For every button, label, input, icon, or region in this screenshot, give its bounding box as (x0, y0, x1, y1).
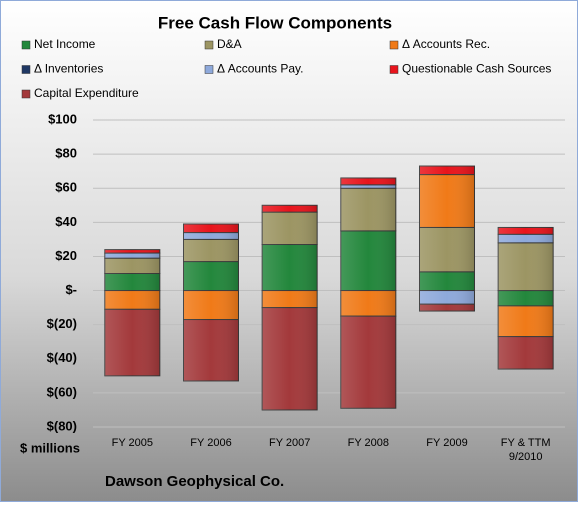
y-tick-label: $(20) (47, 316, 77, 331)
bar-shine (419, 271, 475, 291)
x-tick-label: FY 2007 (269, 437, 310, 449)
bar-shine (183, 232, 239, 240)
x-tick-label: FY 2008 (348, 437, 389, 449)
x-tick-label: FY 2006 (190, 437, 231, 449)
bar-shine (262, 205, 318, 213)
y-tick-label: $80 (55, 146, 77, 161)
bar-shine (498, 242, 554, 291)
legend-swatch (21, 89, 31, 99)
bar-shine (340, 316, 396, 409)
bar-shine (498, 336, 554, 370)
y-tick-label: $100 (48, 111, 77, 126)
bar-shine (498, 305, 554, 337)
bar-shine (498, 234, 554, 243)
bar-shine (104, 290, 160, 310)
legend-swatch (389, 65, 399, 74)
footer: Dawson Geophysical Co. (105, 473, 284, 490)
bar-shine (498, 227, 554, 235)
bar-shine (340, 290, 396, 317)
bar-shine (340, 177, 396, 185)
bar-shine (104, 249, 160, 254)
bar-shine (183, 290, 239, 320)
bar-shine (262, 290, 318, 308)
bar-shine (183, 224, 239, 233)
x-tick-label: FY 2009 (426, 437, 467, 449)
legend-label: Δ Accounts Rec. (402, 37, 490, 51)
legend-label: D&A (217, 37, 242, 51)
y-tick-label: $20 (55, 248, 77, 263)
bar-shine (262, 307, 318, 410)
bar-shine (340, 188, 396, 231)
bar-shine (104, 273, 160, 291)
bar-shine (419, 227, 475, 272)
bar-shine (340, 184, 396, 189)
bar-shine (498, 290, 554, 306)
bar-shine (183, 319, 239, 381)
legend-swatch (389, 40, 399, 50)
legend-label: Δ Accounts Pay. (217, 62, 304, 76)
legend-swatch (21, 65, 31, 74)
bar-shine (262, 212, 318, 245)
y-tick-label: $40 (55, 214, 77, 229)
chart-title: Free Cash Flow Components (158, 13, 392, 32)
x-tick-label: FY 2005 (112, 437, 153, 449)
legend-label: Capital Expenditure (34, 86, 139, 100)
bar-shine (419, 166, 475, 175)
legend-label: Δ Inventories (34, 62, 103, 76)
bar-shine (104, 258, 160, 274)
bar-shine (183, 239, 239, 262)
legend-label: Net Income (34, 37, 96, 51)
legend-swatch (21, 40, 31, 50)
legend-label: Questionable Cash Sources (402, 62, 551, 76)
legend-swatch (204, 65, 214, 74)
y-tick-label: $- (65, 282, 77, 297)
bar-shine (104, 309, 160, 376)
bar-shine (419, 174, 475, 228)
bar-shine (183, 261, 239, 291)
bar-shine (419, 304, 475, 312)
legend-swatch (204, 40, 214, 50)
y-tick-label: $(80) (47, 418, 77, 433)
bar-shine (262, 244, 318, 291)
y-tick-label: $60 (55, 180, 77, 195)
x-tick-label: FY & TTM 9/2010 (501, 437, 551, 463)
bar-shine (419, 290, 475, 305)
y-axis-label: $ millions (20, 440, 80, 455)
y-tick-label: $(60) (47, 384, 77, 399)
bar-shine (104, 253, 160, 259)
y-tick-label: $(40) (47, 350, 77, 365)
bar-shine (340, 230, 396, 291)
